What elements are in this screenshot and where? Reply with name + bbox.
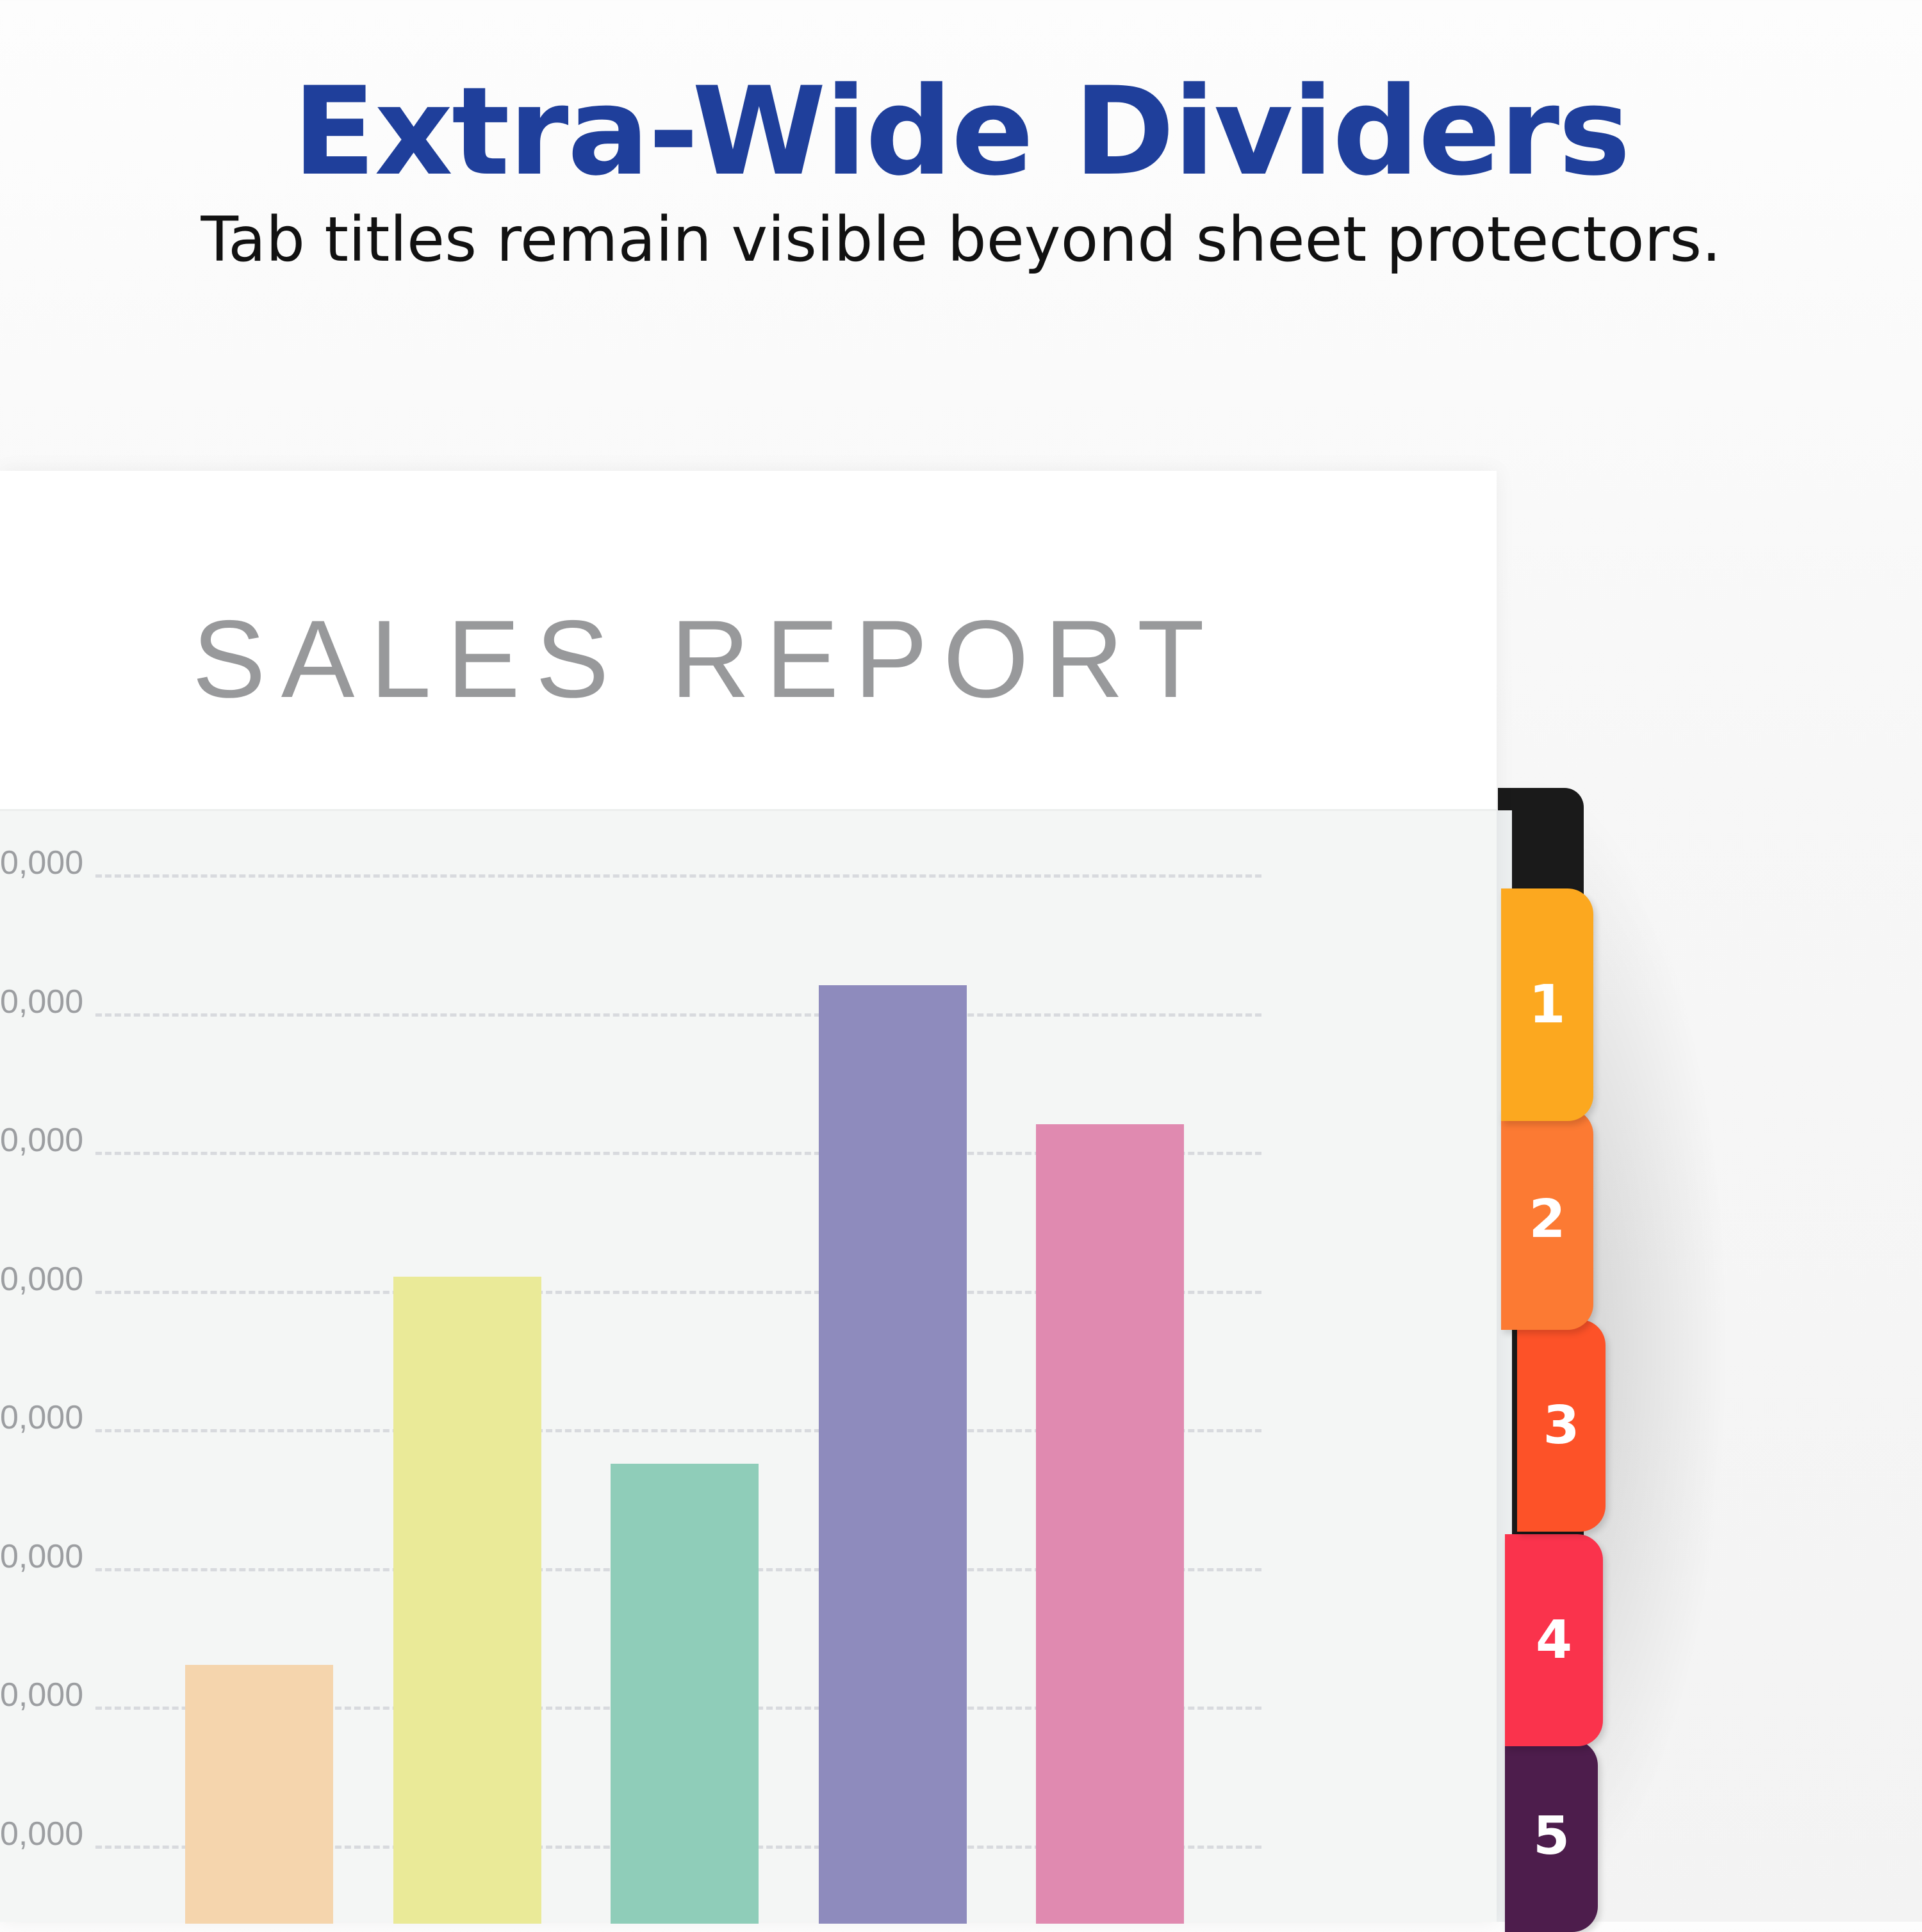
gridline (95, 874, 1261, 878)
y-tick-label: 0,000 (0, 1676, 84, 1714)
y-tick-label: 0,000 (0, 1260, 84, 1298)
subheadline: Tab titles remain visible beyond sheet p… (201, 204, 1721, 275)
headline: Extra-Wide Dividers (292, 61, 1631, 202)
divider-tab-5[interactable]: 5 (1505, 1740, 1598, 1932)
divider-tab-4[interactable]: 4 (1505, 1534, 1603, 1746)
y-tick-label: 0,000 (0, 1815, 84, 1853)
gridline (95, 1429, 1261, 1432)
bar-chart: 0,000 0,000 0,000 0,000 0,000 0,000 0,000 0,000 (0, 809, 1497, 1924)
sales-report-page: SALES REPORT 0,000 0,000 0,000 0,000 0,000 0,… (0, 471, 1497, 1924)
bar (611, 1464, 759, 1924)
divider-tab-2[interactable]: 2 (1501, 1109, 1593, 1330)
gridline (95, 1013, 1261, 1017)
divider-tab-3[interactable]: 3 (1517, 1320, 1606, 1532)
report-title: SALES REPORT (192, 598, 1220, 721)
bar (393, 1276, 541, 1924)
bar (819, 985, 967, 1924)
gridline (95, 1152, 1261, 1155)
y-tick-label: 0,000 (0, 1537, 84, 1575)
y-tick-label: 0,000 (0, 1122, 84, 1159)
y-tick-label: 0,000 (0, 1399, 84, 1436)
gridline (95, 1290, 1261, 1294)
bar (1036, 1124, 1184, 1924)
y-tick-label: 0,000 (0, 983, 84, 1020)
bar (185, 1665, 333, 1924)
y-tick-label: 0,000 (0, 844, 84, 881)
divider-tab-1[interactable]: 1 (1501, 888, 1593, 1121)
